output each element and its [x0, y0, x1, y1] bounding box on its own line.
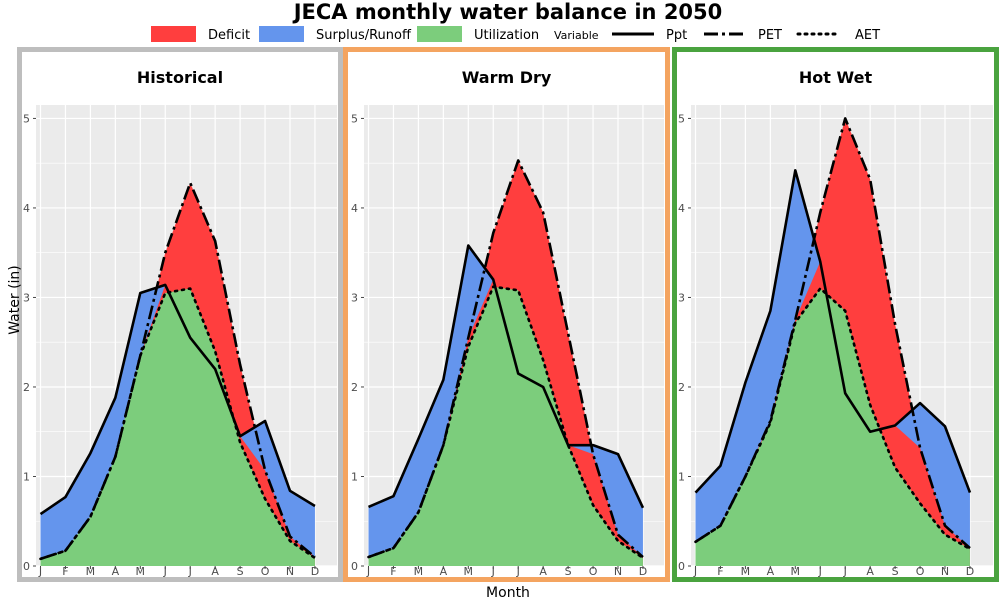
utilization-area-0 [40, 288, 315, 566]
x-tick-label: A [866, 565, 874, 578]
y-tick-label: 1 [351, 470, 358, 483]
x-tick-label: N [614, 565, 622, 578]
ppt-line-0 [39, 283, 316, 516]
x-tick-label: J [366, 565, 370, 578]
aet-line-2 [694, 287, 972, 551]
x-tick-label: D [311, 565, 319, 578]
x-tick-label: J [491, 565, 495, 578]
pet-line-0 [40, 181, 316, 561]
legend-swatch-1 [259, 26, 304, 42]
y-tick-label: 4 [351, 202, 358, 215]
y-tick-label: 5 [23, 112, 30, 125]
y-tick-label: 0 [678, 560, 685, 573]
ppt-line-2 [694, 169, 972, 494]
legend-line-title: Variable [554, 29, 599, 42]
utilization-area-1 [368, 286, 643, 566]
x-tick-label: A [539, 565, 547, 578]
y-tick-label: 4 [678, 202, 685, 215]
x-tick-label: J [163, 565, 167, 578]
x-tick-label: A [440, 565, 448, 578]
x-tick-label: S [892, 565, 899, 578]
y-tick-label: 3 [23, 291, 30, 304]
x-tick-label: J [818, 565, 822, 578]
x-tick-label: D [966, 565, 974, 578]
legend-label-2: Utilization [474, 28, 539, 43]
x-tick-label: J [693, 565, 697, 578]
y-tick-label: 2 [23, 381, 30, 394]
y-tick-label: 5 [678, 112, 685, 125]
x-tick-label: J [843, 565, 847, 578]
y-tick-label: 1 [23, 470, 30, 483]
x-tick-label: D [639, 565, 647, 578]
aet-line-1 [367, 285, 645, 560]
x-tick-label: A [112, 565, 120, 578]
x-axis-label: Month [486, 585, 530, 600]
aet-line-0 [39, 287, 317, 561]
x-tick-label: M [86, 565, 96, 578]
x-tick-label: S [565, 565, 572, 578]
legend-swatch-2 [417, 26, 462, 42]
y-tick-label: 3 [678, 291, 685, 304]
x-tick-label: J [188, 565, 192, 578]
y-tick-label: 0 [23, 560, 30, 573]
x-tick-label: A [211, 565, 219, 578]
panel-title-0: Historical [137, 68, 223, 87]
legend-line-label-1: PET [758, 28, 782, 43]
y-tick-label: 2 [678, 381, 685, 394]
x-tick-label: F [62, 565, 68, 578]
ppt-line-1 [367, 244, 645, 509]
x-tick-label: M [791, 565, 801, 578]
panel-0: Historical 0 1 2 3 4 5 J F M A M J J A S O N D [17, 47, 343, 582]
panel-title-2: Hot Wet [799, 68, 873, 87]
legend-label-0: Deficit [208, 28, 250, 43]
x-tick-label: A [767, 565, 775, 578]
y-tick-label: 3 [351, 291, 358, 304]
legend-line-label-0: Ppt [666, 28, 687, 43]
y-tick-label: 0 [351, 560, 358, 573]
x-tick-label: S [237, 565, 244, 578]
panel-1: Warm Dry 0 1 2 3 4 5 J F M A M J J A S O N D [343, 47, 670, 582]
legend-label-1: Surplus/Runoff [316, 28, 412, 43]
legend-line-label-2: AET [855, 28, 880, 43]
y-tick-label: 4 [23, 202, 30, 215]
pet-line-2 [694, 117, 971, 550]
legend: Deficit Surplus/Runoff Utilization Variable… [151, 26, 880, 43]
x-tick-label: J [38, 565, 42, 578]
x-tick-label: M [464, 565, 474, 578]
legend-swatch-0 [151, 26, 196, 42]
x-tick-label: N [286, 565, 294, 578]
x-tick-label: N [941, 565, 949, 578]
x-tick-label: F [390, 565, 396, 578]
chart-title: JECA monthly water balance in 2050 [292, 0, 723, 24]
y-tick-label: 1 [678, 470, 685, 483]
x-tick-label: F [717, 565, 723, 578]
y-axis-label: Water (in) [7, 265, 23, 335]
x-tick-label: O [261, 565, 270, 578]
panel-title-1: Warm Dry [462, 68, 552, 87]
y-tick-label: 2 [351, 381, 358, 394]
panel-2: Hot Wet 0 1 2 3 4 5 J F M A M J J A S O N D [672, 47, 999, 582]
y-tick-label: 5 [351, 112, 358, 125]
x-tick-label: M [136, 565, 146, 578]
x-tick-label: O [916, 565, 925, 578]
x-tick-label: M [414, 565, 424, 578]
x-tick-label: M [741, 565, 751, 578]
utilization-area-2 [695, 288, 970, 566]
x-tick-label: O [589, 565, 598, 578]
facet-panels: Historical 0 1 2 3 4 5 J F M A M J J A S O N D Warm Dry 0 1 2 3… [17, 47, 999, 582]
x-tick-label: J [516, 565, 520, 578]
